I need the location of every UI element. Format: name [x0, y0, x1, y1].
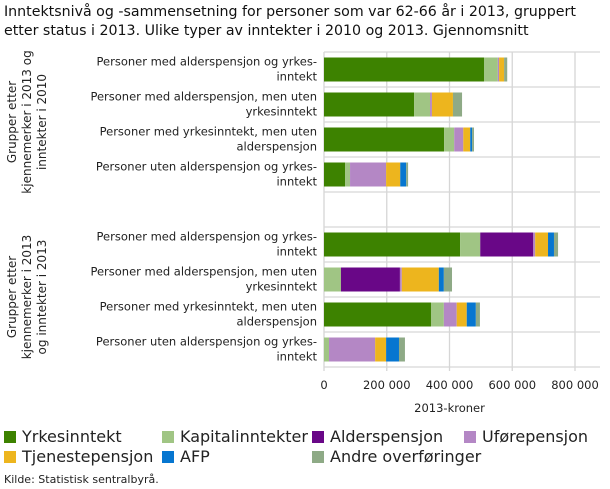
legend-label: Tjenestepensjon [22, 447, 154, 466]
category-label: alderspensjon [236, 315, 317, 329]
group-label: Grupper etter [5, 81, 19, 163]
legend-swatch [162, 430, 174, 443]
bar-segment-afp [466, 302, 476, 327]
bar-segment-kapitalinntekter [484, 57, 498, 82]
x-axis-label: 2013-kroner [414, 401, 485, 415]
category-label: Personer med yrkesinntekt, men uten [100, 300, 317, 314]
legend-swatch [4, 430, 16, 443]
legend-label: AFP [180, 447, 210, 466]
legend-item: Uførepensjon [464, 427, 588, 446]
source-note: Kilde: Statistisk sentralbyrå. [4, 473, 159, 486]
category-label: Personer med alderspensjon og yrkes- [97, 55, 318, 69]
category-label: inntekt [276, 245, 317, 259]
bar-segment-yrkesinntekt [324, 127, 445, 152]
bar-segment-uførepensjon [329, 337, 376, 362]
bar-segment-andre-overføringer [504, 57, 508, 82]
legend-swatch [4, 450, 16, 463]
legend-item: AFP [162, 447, 210, 466]
category-label: Personer med alderspensjon og yrkes- [97, 230, 318, 244]
legend-swatch [162, 450, 174, 463]
bar-segment-uførepensjon [497, 57, 500, 82]
bar-segment-uførepensjon [533, 232, 536, 257]
legend-item: Yrkesinntekt [4, 427, 122, 446]
bar-segment-afp [548, 232, 554, 257]
bar-segment-tjenestepensjon [463, 127, 471, 152]
category-label: inntekt [276, 175, 317, 189]
bar-segment-afp [400, 162, 407, 187]
x-tick-label: 600 000 [488, 378, 536, 392]
bar-segment-andre-overføringer [472, 127, 474, 152]
bar-segment-yrkesinntekt [324, 232, 461, 257]
bar-segment-tjenestepensjon [375, 337, 387, 362]
group-label: Grupper etter [5, 256, 19, 338]
x-tick-label: 400 000 [426, 378, 474, 392]
bar-segment-uførepensjon [399, 267, 402, 292]
bar-segment-tjenestepensjon [456, 302, 467, 327]
legend-label: Alderspensjon [330, 427, 444, 446]
bar-segment-alderspensjon [340, 267, 400, 292]
category-label: Personer med yrkesinntekt, men uten [100, 125, 317, 139]
legend-label: Kapitalinntekter [180, 427, 308, 446]
legend-label: Andre overføringer [330, 447, 482, 466]
bar-segment-tjenestepensjon [535, 232, 549, 257]
chart-title: Inntektsnivå og -sammensetning for perso… [4, 4, 576, 39]
bar-segment-uførepensjon [454, 127, 464, 152]
group-label: kjennemerker i 2013 [20, 235, 34, 360]
bar-segment-yrkesinntekt [324, 92, 415, 117]
bar-segment-alderspensjon [480, 232, 534, 257]
bar-segment-uførepensjon [443, 302, 457, 327]
legend-item: Kapitalinntekter [162, 427, 308, 446]
bar-segment-andre-overføringer [452, 92, 463, 117]
category-label: yrkesinntekt [246, 105, 318, 119]
category-label: yrkesinntekt [246, 280, 318, 294]
bar-segment-andre-overføringer [553, 232, 559, 257]
bar-segment-kapitalinntekter [430, 302, 444, 327]
bar-segment-tjenestepensjon [401, 267, 439, 292]
bar-segment-afp [470, 127, 473, 152]
bar-segment-tjenestepensjon [499, 57, 505, 82]
bar-segment-kapitalinntekter [414, 92, 431, 117]
legend-item: Andre overføringer [312, 447, 481, 466]
bar-segment-andre-overføringer [398, 337, 405, 362]
category-label: Personer med alderspensjon, men uten [90, 265, 317, 279]
legend-label: Yrkesinntekt [22, 427, 122, 446]
bar-segment-tjenestepensjon [431, 92, 453, 117]
bar-segment-kapitalinntekter [324, 337, 330, 362]
x-tick-label: 0 [320, 378, 327, 392]
category-label: alderspensjon [236, 140, 317, 154]
x-tick-label: 800 000 [551, 378, 599, 392]
group-label: og inntekter i 2013 [35, 240, 49, 355]
bar-segment-yrkesinntekt [324, 57, 485, 82]
bar-segment-uførepensjon [350, 162, 387, 187]
bar-segment-tjenestepensjon [386, 162, 401, 187]
bar-segment-yrkesinntekt [324, 302, 431, 327]
bar-segment-kapitalinntekter [460, 232, 481, 257]
category-label: Personer uten alderspensjon og yrkes- [96, 160, 317, 174]
bar-segment-uførepensjon [430, 92, 432, 117]
category-label: inntekt [276, 70, 317, 84]
group-label: kjennemerker i 2013 og [20, 50, 34, 193]
legend-label: Uførepensjon [482, 427, 589, 446]
bar-segment-andre-overføringer [475, 302, 480, 327]
bar-segment-andre-overføringer [406, 162, 409, 187]
category-label: Personer med alderspensjon, men uten [90, 90, 317, 104]
category-label: inntekt [276, 350, 317, 364]
bar-segment-kapitalinntekter [324, 267, 341, 292]
bar-segment-kapitalinntekter [444, 127, 455, 152]
bar-segment-kapitalinntekter [345, 162, 351, 187]
bar-segment-afp [386, 337, 399, 362]
legend-item: Tjenestepensjon [4, 447, 153, 466]
legend-swatch [312, 430, 324, 443]
legend-item: Alderspensjon [312, 427, 443, 446]
group-label: inntekter i 2010 [35, 74, 49, 170]
bar-segment-andre-overføringer [443, 267, 453, 292]
legend-swatch [312, 450, 324, 463]
legend-swatch [464, 430, 476, 443]
category-label: Personer uten alderspensjon og yrkes- [96, 335, 317, 349]
bar-segment-yrkesinntekt [324, 162, 346, 187]
x-tick-label: 200 000 [363, 378, 411, 392]
bar-segment-afp [438, 267, 444, 292]
